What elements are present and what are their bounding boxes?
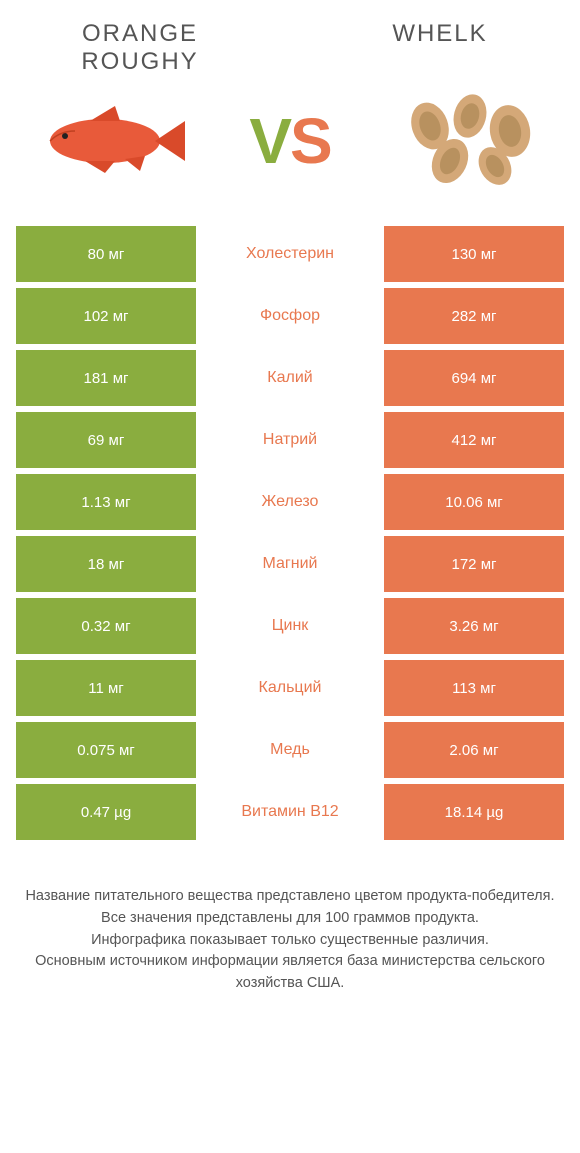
footer-line: Все значения представлены для 100 граммо…: [20, 908, 560, 930]
table-row: 0.32 мгЦинк3.26 мг: [16, 598, 564, 654]
nutrient-label: Магний: [196, 536, 384, 592]
left-product-title: ORANGE ROUGHY: [40, 20, 240, 76]
right-value-cell: 10.06 мг: [384, 474, 564, 530]
right-value-cell: 2.06 мг: [384, 722, 564, 778]
left-value-cell: 18 мг: [16, 536, 196, 592]
table-row: 0.075 мгМедь2.06 мг: [16, 722, 564, 778]
left-value-cell: 1.13 мг: [16, 474, 196, 530]
nutrient-label: Витамин B12: [196, 784, 384, 840]
whelk-icon: [395, 91, 545, 191]
vs-v: V: [249, 105, 290, 177]
nutrient-label: Фосфор: [196, 288, 384, 344]
right-value-cell: 18.14 µg: [384, 784, 564, 840]
header: ORANGE ROUGHY WHELK: [0, 0, 580, 76]
right-value-cell: 282 мг: [384, 288, 564, 344]
right-value-cell: 694 мг: [384, 350, 564, 406]
table-row: 102 мгФосфор282 мг: [16, 288, 564, 344]
footer-notes: Название питательного вещества представл…: [0, 846, 580, 995]
right-value-cell: 113 мг: [384, 660, 564, 716]
left-value-cell: 11 мг: [16, 660, 196, 716]
footer-line: Основным источником информации является …: [20, 951, 560, 995]
footer-line: Название питательного вещества представл…: [20, 886, 560, 908]
nutrient-label: Медь: [196, 722, 384, 778]
left-value-cell: 0.47 µg: [16, 784, 196, 840]
left-value-cell: 0.075 мг: [16, 722, 196, 778]
nutrient-label: Холестерин: [196, 226, 384, 282]
right-value-cell: 3.26 мг: [384, 598, 564, 654]
left-value-cell: 181 мг: [16, 350, 196, 406]
right-product-title: WHELK: [340, 20, 540, 48]
table-row: 1.13 мгЖелезо10.06 мг: [16, 474, 564, 530]
nutrient-label: Натрий: [196, 412, 384, 468]
table-row: 0.47 µgВитамин B1218.14 µg: [16, 784, 564, 840]
right-value-cell: 412 мг: [384, 412, 564, 468]
right-product-image: [390, 86, 550, 196]
left-value-cell: 80 мг: [16, 226, 196, 282]
table-row: 18 мгМагний172 мг: [16, 536, 564, 592]
left-value-cell: 69 мг: [16, 412, 196, 468]
right-value-cell: 130 мг: [384, 226, 564, 282]
nutrient-label: Калий: [196, 350, 384, 406]
table-row: 11 мгКальций113 мг: [16, 660, 564, 716]
fish-icon: [30, 101, 190, 181]
vs-label: VS: [249, 104, 330, 178]
vs-s: S: [290, 105, 331, 177]
table-row: 69 мгНатрий412 мг: [16, 412, 564, 468]
images-row: VS: [0, 76, 580, 226]
comparison-table: 80 мгХолестерин130 мг102 мгФосфор282 мг1…: [0, 226, 580, 840]
left-value-cell: 102 мг: [16, 288, 196, 344]
footer-line: Инфографика показывает только существенн…: [20, 930, 560, 952]
right-value-cell: 172 мг: [384, 536, 564, 592]
left-product-image: [30, 86, 190, 196]
nutrient-label: Железо: [196, 474, 384, 530]
table-row: 181 мгКалий694 мг: [16, 350, 564, 406]
nutrient-label: Цинк: [196, 598, 384, 654]
nutrient-label: Кальций: [196, 660, 384, 716]
table-row: 80 мгХолестерин130 мг: [16, 226, 564, 282]
left-value-cell: 0.32 мг: [16, 598, 196, 654]
